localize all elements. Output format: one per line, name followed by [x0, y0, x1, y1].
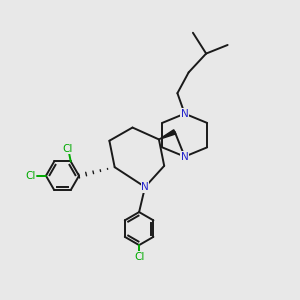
Text: N: N	[181, 109, 189, 119]
Text: Cl: Cl	[62, 144, 73, 154]
Text: N: N	[181, 152, 189, 162]
Text: Cl: Cl	[26, 171, 36, 181]
Text: Cl: Cl	[134, 252, 144, 262]
Text: N: N	[141, 182, 149, 192]
Polygon shape	[159, 130, 176, 140]
